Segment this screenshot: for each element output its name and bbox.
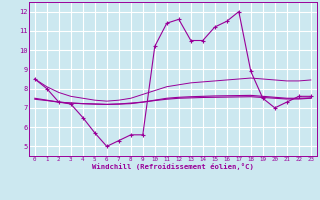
X-axis label: Windchill (Refroidissement éolien,°C): Windchill (Refroidissement éolien,°C) (92, 163, 254, 170)
